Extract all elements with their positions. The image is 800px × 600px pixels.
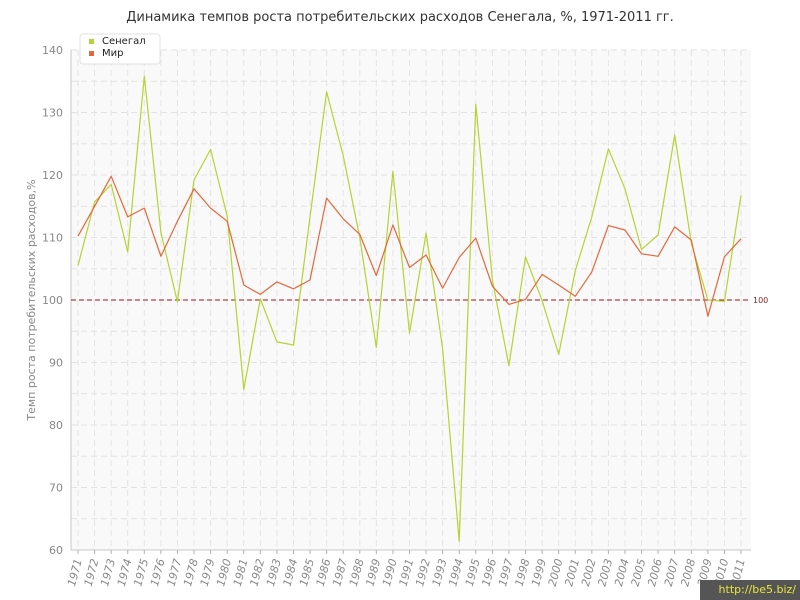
legend-swatch [89, 51, 94, 56]
y-tick-label: 100 [42, 294, 63, 307]
y-tick-label: 140 [42, 44, 63, 57]
y-tick-labels: 60 70 80 90 100 110 120 130 140 [42, 44, 63, 557]
y-tick-label: 120 [42, 169, 63, 182]
y-axis-label-group: Темп роста потребительских расходов,% [25, 179, 38, 421]
x-tick-labels: 1971197219731974197519761977197819791980… [65, 557, 748, 587]
legend-label: Мир [102, 48, 123, 59]
chart-title: Динамика темпов роста потребительских ра… [126, 10, 674, 25]
y-tick-label: 60 [49, 544, 63, 557]
reference-line-label: 100 [753, 296, 768, 305]
y-tick-label: 110 [42, 232, 63, 245]
y-tick-label: 80 [49, 419, 63, 432]
y-tick-label: 90 [49, 357, 63, 370]
y-axis-label: Темп роста потребительских расходов,% [25, 179, 38, 421]
series-line-world [77, 175, 742, 317]
reference-line-group: 100 [71, 296, 768, 305]
watermark-link[interactable]: http://be5.biz/ [700, 580, 800, 600]
y-tick-label: 70 [49, 482, 63, 495]
legend-label: Сенегал [102, 36, 146, 47]
legend-box [79, 33, 161, 65]
series-line-senegal [77, 75, 742, 542]
legend-swatch [89, 39, 94, 44]
y-tick-label: 130 [42, 107, 63, 120]
series-lines [77, 75, 742, 542]
